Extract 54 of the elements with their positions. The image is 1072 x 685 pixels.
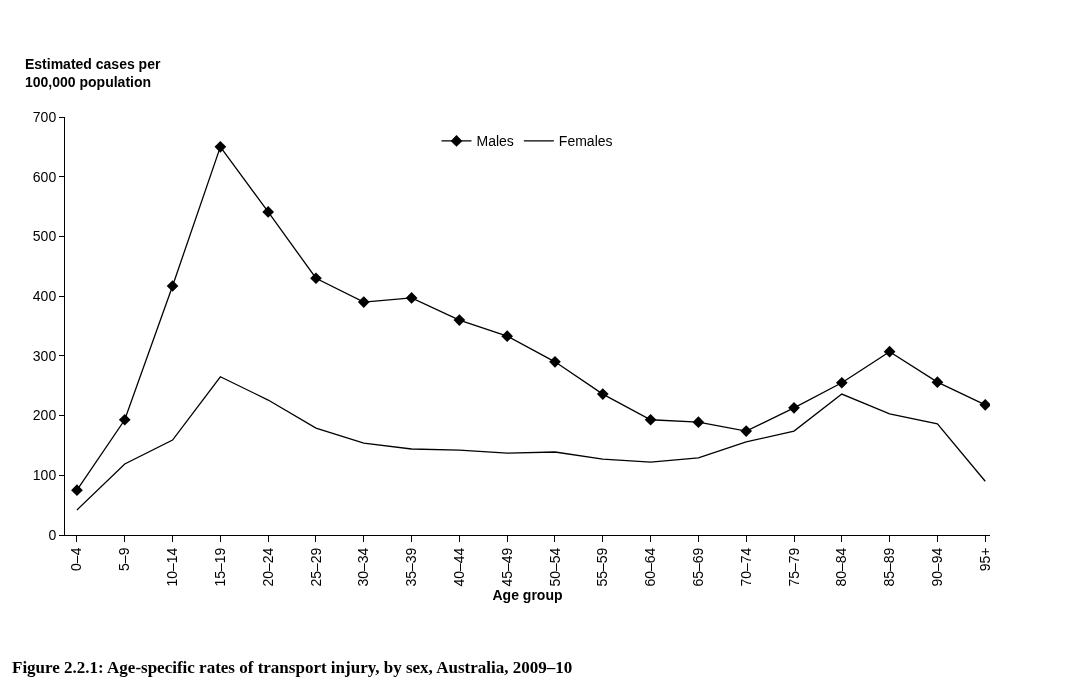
point: [501, 330, 514, 342]
x-tick-label: 95+: [976, 547, 993, 572]
x-tick-label: 80–84: [833, 547, 850, 587]
point: [692, 416, 705, 428]
point: [596, 388, 609, 400]
point: [310, 272, 322, 285]
x-tick-label: 55–59: [594, 547, 611, 587]
x-tick-label: 60–64: [642, 547, 659, 587]
point: [405, 292, 418, 304]
point: [262, 206, 275, 218]
x-tick-label: 40–44: [450, 547, 467, 587]
x-tick-label: 50–54: [546, 547, 563, 587]
y-tick-label: 500: [32, 228, 57, 245]
point: [979, 398, 990, 411]
x-tick-label: 0–4: [68, 547, 85, 571]
x-tick-label: 85–89: [881, 547, 898, 587]
x-tick-label: 65–69: [689, 547, 706, 587]
y-tick-label: 0: [48, 526, 57, 543]
x-tick-label: 20–24: [259, 547, 276, 587]
point: [788, 401, 800, 414]
x-tick-label: 35–39: [403, 547, 420, 587]
point: [166, 280, 179, 292]
x-tick-label: 5–9: [116, 547, 133, 571]
y-tick-label: 600: [32, 168, 57, 185]
legend-label: Females: [558, 133, 613, 150]
x-tick-label: 75–79: [785, 547, 802, 587]
x-tick-label: 15–19: [211, 547, 228, 587]
x-tick-label: 25–29: [307, 547, 324, 587]
x-axis-title: Age group: [492, 586, 563, 603]
y-tick-label: 100: [32, 467, 57, 484]
point: [883, 345, 896, 358]
point: [549, 355, 561, 368]
legend-label: Males: [476, 133, 514, 150]
point: [118, 413, 131, 426]
x-tick-label: 30–34: [355, 547, 372, 587]
point: [357, 296, 370, 308]
y-tick-label: 700: [32, 108, 57, 125]
y-tick-label: 200: [32, 407, 57, 424]
point: [931, 376, 944, 388]
x-tick-label: 10–14: [164, 547, 181, 587]
point: [453, 314, 466, 326]
point: [644, 413, 657, 426]
y-tick-label: 300: [32, 347, 57, 364]
y-tick-label: 400: [32, 288, 57, 305]
point: [214, 141, 227, 153]
x-tick-label: 45–49: [498, 547, 515, 587]
point: [835, 376, 848, 389]
point: [740, 425, 753, 437]
point: [71, 484, 83, 497]
x-tick-label: 70–74: [737, 547, 754, 587]
y-axis-title: Estimated cases per 100,000 population: [25, 56, 161, 91]
line-series: [76, 376, 986, 511]
text: Figure 2.2.1: Age-specific rates of transport injury, by sex, Australia, 2009–10: [12, 658, 573, 677]
x-tick-label: 90–94: [928, 547, 945, 587]
